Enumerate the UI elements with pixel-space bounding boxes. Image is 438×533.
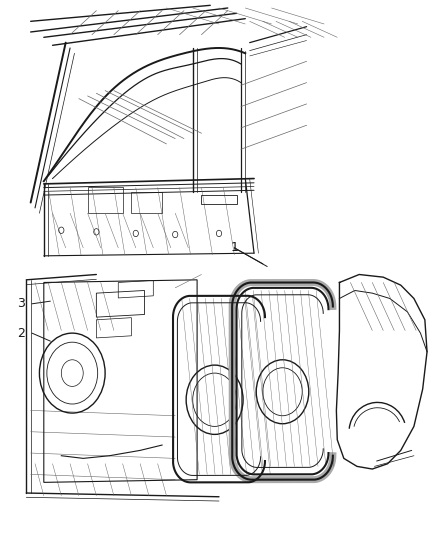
Text: 1: 1	[230, 241, 238, 254]
Text: 3: 3	[17, 297, 25, 310]
Text: 2: 2	[17, 327, 25, 340]
